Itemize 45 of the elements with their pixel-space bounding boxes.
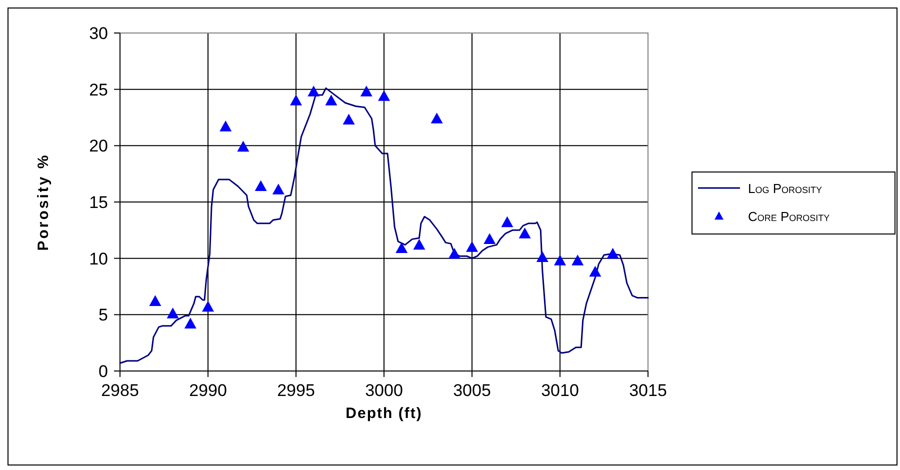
legend-label: Log Porosity [748, 181, 822, 196]
point [536, 251, 548, 262]
point [413, 238, 426, 250]
y-tick-label: 0 [98, 362, 108, 381]
point [606, 248, 619, 259]
point [501, 216, 514, 228]
point [342, 114, 355, 125]
x-tick-label: 2990 [189, 381, 227, 400]
point [518, 228, 531, 238]
point [378, 90, 390, 101]
y-tick-label: 30 [89, 24, 108, 43]
x-tick-label: 3015 [629, 381, 667, 400]
point [589, 266, 602, 277]
point [448, 248, 460, 259]
point [184, 318, 196, 328]
y-tick-label: 25 [89, 80, 108, 100]
point [484, 233, 496, 244]
y-axis-title: Porosity % [35, 153, 52, 251]
point [572, 254, 584, 266]
x-tick-label: 2995 [277, 381, 315, 400]
point [290, 94, 302, 106]
point [554, 254, 566, 266]
x-tick-label: 3010 [541, 381, 579, 400]
point [466, 241, 478, 252]
y-tick-label: 15 [89, 193, 108, 212]
point [396, 242, 408, 253]
point [360, 86, 372, 96]
point [308, 86, 320, 96]
y-tick-label: 5 [98, 306, 108, 325]
x-tick-label: 3005 [453, 381, 491, 400]
point [237, 140, 250, 152]
point [202, 300, 214, 312]
x-tick-label: 2985 [101, 381, 139, 400]
y-tick-label: 10 [89, 249, 108, 268]
point [166, 308, 179, 318]
x-axis-title: Depth (ft) [346, 405, 422, 422]
point [220, 120, 232, 132]
point [325, 94, 338, 106]
point [149, 295, 162, 306]
point [272, 184, 284, 194]
legend-label: Core Porosity [748, 209, 830, 224]
y-tick-label: 20 [89, 136, 108, 156]
x-tick-label: 3000 [365, 381, 403, 400]
point [430, 112, 443, 124]
point [254, 180, 267, 192]
